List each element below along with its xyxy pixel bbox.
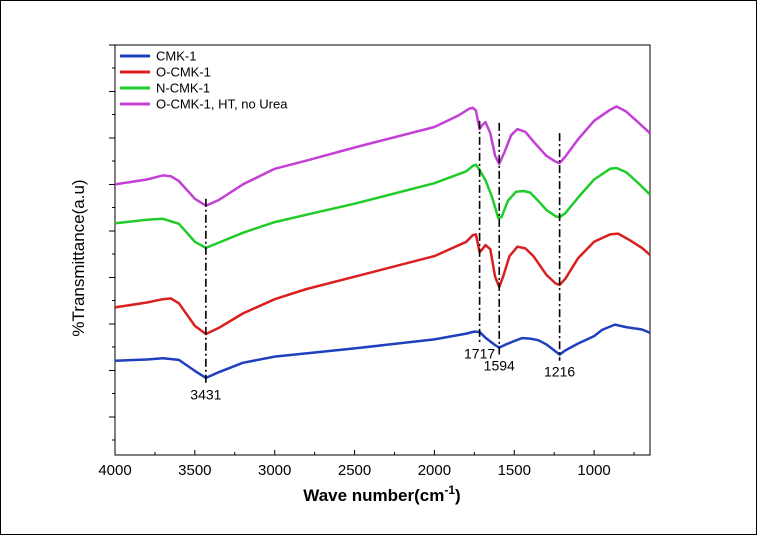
x-tick-label: 4000 (98, 462, 131, 479)
series-line-1 (114, 232, 651, 336)
series-line-3 (114, 105, 651, 207)
peak-label-1717: 1717 (464, 345, 495, 361)
peak-label-1216: 1216 (544, 364, 575, 380)
x-axis-title-main: Wave number(cm (303, 486, 444, 505)
legend-label-1: O-CMK-1 (156, 65, 211, 80)
x-axis-title-close: ) (455, 486, 461, 505)
peak-label-3431: 3431 (190, 386, 221, 402)
legend: CMK-1O-CMK-1N-CMK-1O-CMK-1, HT, no Urea (120, 49, 288, 112)
x-ticks: 4000 3500 3000 2500 2000 1500 1000 (98, 450, 635, 479)
y-ticks (109, 44, 115, 441)
series-lines (114, 105, 651, 380)
x-tick-label: 2000 (418, 462, 451, 479)
x-axis-title-superscript: -1 (444, 483, 455, 497)
legend-label-2: N-CMK-1 (156, 81, 210, 96)
x-tick-label: 1500 (498, 462, 531, 479)
plot-area (114, 44, 651, 456)
x-tick-label: 2500 (338, 462, 371, 479)
x-tick-label: 3000 (258, 462, 291, 479)
legend-label-3: O-CMK-1, HT, no Urea (156, 97, 288, 112)
legend-label-0: CMK-1 (156, 49, 196, 64)
x-tick-label: 1000 (577, 462, 610, 479)
y-axis-title: %Transmittance(a.u) (69, 179, 88, 336)
peak-label-1594: 1594 (484, 358, 515, 374)
series-line-2 (114, 163, 651, 250)
x-axis-title: Wave number(cm-1) (303, 483, 460, 505)
x-tick-label: 3500 (178, 462, 211, 479)
